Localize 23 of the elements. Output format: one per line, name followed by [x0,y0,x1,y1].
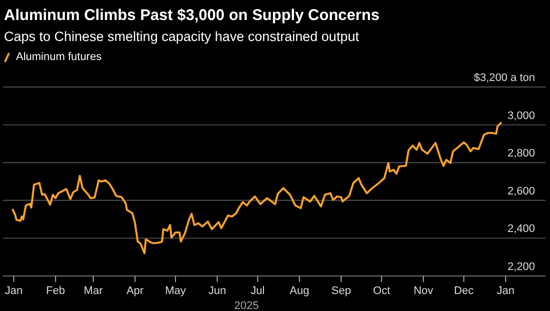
x-tick-label: Oct [373,285,390,297]
x-tick-label: Aug [290,285,310,297]
x-tick-label: Jan [4,285,23,297]
x-tick-label: Jan [496,285,514,297]
x-tick-label: Jun [208,285,226,297]
x-tick-label: Mar [84,285,104,297]
x-tick-label: Feb [46,285,66,297]
x-tick-label: Nov [414,285,434,297]
y-tick-label: 2,800 [507,148,535,160]
chart-subtitle: Caps to Chinese smelting capacity have constrained output [4,29,359,44]
x-axis-title: 2025 [234,300,259,311]
y-tick-label: $3,200 a ton [474,72,535,84]
y-tick-label: 2,600 [507,185,535,198]
x-tick-label: Sep [331,285,351,297]
legend-label: Aluminum futures [15,51,102,63]
y-tick-label: 2,400 [507,223,535,236]
y-tick-label: 3,000 [507,110,535,122]
x-tick-label: Dec [454,285,474,297]
x-tick-label: Jul [250,285,265,297]
y-tick-label: 2,200 [507,261,535,273]
x-tick-label: May [165,285,186,297]
chart-title: Aluminum Climbs Past $3,000 on Supply Concerns [4,7,380,25]
x-tick-label: Apr [126,285,144,297]
